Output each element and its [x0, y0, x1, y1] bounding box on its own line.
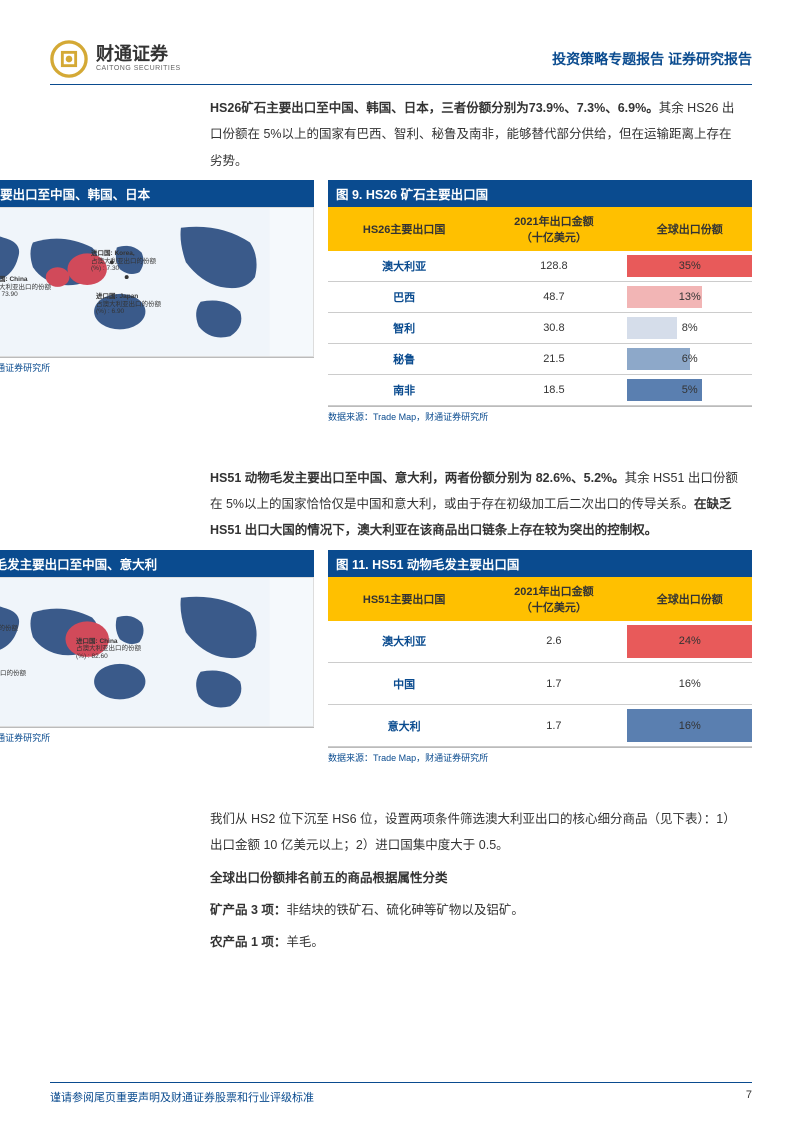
fig10: 图 10. HS51 动物毛发主要出口至中国、意大利 进口国: Italy占澳大… [0, 550, 314, 768]
value-cell: 48.7 [480, 281, 627, 312]
map-annotation: 进口国: China占澳大利亚出口的份额(%) : 82.60 [76, 638, 141, 661]
p1-bold: HS26矿石主要出口至中国、韩国、日本，三者份额分别为73.9%、7.3%、6.… [210, 101, 659, 115]
map-annotation: 进口国: China占澳大利亚出口的份额(%) : 73.90 [0, 276, 51, 299]
fig8-title: 图 8. HS26 矿石主要出口至中国、韩国、日本 [0, 180, 314, 207]
fig9: 图 9. HS26 矿石主要出口国 HS26主要出口国2021年出口金额（十亿美… [328, 180, 752, 426]
paragraph-1: HS26矿石主要出口至中国、韩国、日本，三者份额分别为73.9%、7.3%、6.… [210, 95, 742, 174]
value-cell: 128.8 [480, 251, 627, 282]
para6-bold: 农产品 1 项： [210, 935, 286, 949]
bottom-text: 我们从 HS2 位下沉至 HS6 位，设置两项条件筛选澳大利亚出口的核心细分商品… [210, 806, 742, 955]
map-annotation: 进口国: Korea,占澳大利亚出口的份额(%) : 7.30 [91, 250, 156, 273]
fig9-table: HS26主要出口国2021年出口金额（十亿美元）全球出口份额 澳大利亚128.8… [328, 207, 752, 406]
value-cell: 18.5 [480, 374, 627, 405]
figures-8-9: 图 8. HS26 矿石主要出口至中国、韩国、日本 进口国: Korea,占澳大… [0, 180, 752, 426]
fig11-title: 图 11. HS51 动物毛发主要出口国 [328, 550, 752, 577]
value-cell: 30.8 [480, 312, 627, 343]
country-cell: 秘鲁 [328, 343, 480, 374]
value-cell: 21.5 [480, 343, 627, 374]
p2-bold1: HS51 动物毛发主要出口至中国、意大利，两者份额分别为 82.6%、5.2%。 [210, 471, 625, 485]
share-cell: 16% [627, 705, 752, 747]
table-header: 2021年出口金额（十亿美元） [480, 207, 627, 251]
share-cell: 35% [627, 251, 752, 282]
table-header: HS51主要出口国 [328, 577, 480, 621]
report-type: 投资策略专题报告 证券研究报告 [552, 49, 752, 69]
table-row: 澳大利亚2.624% [328, 621, 752, 663]
country-cell: 巴西 [328, 281, 480, 312]
para5-rest: 非结块的铁矿石、硫化砷等矿物以及铝矿。 [286, 903, 524, 917]
value-cell: 2.6 [480, 621, 627, 663]
table-row: 澳大利亚128.835% [328, 251, 752, 282]
figures-10-11: 图 10. HS51 动物毛发主要出口至中国、意大利 进口国: Italy占澳大… [0, 550, 752, 768]
table-row: 中国1.716% [328, 663, 752, 705]
fig10-source: 数据来源：Trade Map，财通证券研究所 [0, 727, 314, 747]
table-header: 全球出口份额 [627, 207, 752, 251]
country-cell: 智利 [328, 312, 480, 343]
para4: 全球出口份额排名前五的商品根据属性分类 [210, 865, 742, 891]
value-cell: 1.7 [480, 663, 627, 705]
table-header: HS26主要出口国 [328, 207, 480, 251]
value-cell: 1.7 [480, 705, 627, 747]
share-cell: 8% [627, 312, 752, 343]
company-logo-icon [50, 40, 88, 78]
table-row: 智利30.88% [328, 312, 752, 343]
footer-disclaimer: 谨请参阅尾页重要声明及财通证券股票和行业评级标准 [50, 1089, 314, 1105]
table-row: 巴西48.713% [328, 281, 752, 312]
fig10-title: 图 10. HS51 动物毛发主要出口至中国、意大利 [0, 550, 314, 577]
map-annotation: 进口国: India占澳大利亚出口的份额(%) : 4.00 [0, 663, 26, 686]
fig11-table: HS51主要出口国2021年出口金额（十亿美元）全球出口份额 澳大利亚2.624… [328, 577, 752, 748]
fig11: 图 11. HS51 动物毛发主要出口国 HS51主要出口国2021年出口金额（… [328, 550, 752, 768]
fig8-source: 数据来源：Trade Map，财通证券研究所 [0, 357, 314, 377]
share-cell: 5% [627, 374, 752, 405]
table-header: 全球出口份额 [627, 577, 752, 621]
map-annotation: 进口国: Italy占澳大利亚出口的份额(%) : 5.20 [0, 618, 18, 641]
share-cell: 13% [627, 281, 752, 312]
table-row: 秘鲁21.56% [328, 343, 752, 374]
table-row: 南非18.55% [328, 374, 752, 405]
fig8: 图 8. HS26 矿石主要出口至中国、韩国、日本 进口国: Korea,占澳大… [0, 180, 314, 426]
fig9-title: 图 9. HS26 矿石主要出口国 [328, 180, 752, 207]
page-header: 财通证券 CAITONG SECURITIES 投资策略专题报告 证券研究报告 [50, 40, 752, 85]
logo-area: 财通证券 CAITONG SECURITIES [50, 40, 181, 78]
share-cell: 24% [627, 621, 752, 663]
fig11-source: 数据来源：Trade Map，财通证券研究所 [328, 747, 752, 767]
logo-cn: 财通证券 [96, 45, 181, 65]
logo-en: CAITONG SECURITIES [96, 65, 181, 73]
page-footer: 谨请参阅尾页重要声明及财通证券股票和行业评级标准 7 [50, 1082, 752, 1105]
country-cell: 澳大利亚 [328, 621, 480, 663]
share-cell: 6% [627, 343, 752, 374]
share-cell: 16% [627, 663, 752, 705]
table-header: 2021年出口金额（十亿美元） [480, 577, 627, 621]
country-cell: 意大利 [328, 705, 480, 747]
country-cell: 南非 [328, 374, 480, 405]
fig8-map: 进口国: Korea,占澳大利亚出口的份额(%) : 7.30 进口国: Chin… [0, 207, 314, 357]
logo-text: 财通证券 CAITONG SECURITIES [96, 45, 181, 72]
para5-bold: 矿产品 3 项： [210, 903, 286, 917]
country-cell: 中国 [328, 663, 480, 705]
paragraph-2: HS51 动物毛发主要出口至中国、意大利，两者份额分别为 82.6%、5.2%。… [210, 465, 742, 544]
country-cell: 澳大利亚 [328, 251, 480, 282]
map-annotation: 进口国: Japan占澳大利亚出口的份额(%) : 6.90 [96, 293, 161, 316]
fig10-map: 进口国: Italy占澳大利亚出口的份额(%) : 5.20 进口国: China… [0, 577, 314, 727]
page-number: 7 [746, 1089, 752, 1105]
table-row: 意大利1.716% [328, 705, 752, 747]
para6-rest: 羊毛。 [286, 935, 324, 949]
para3: 我们从 HS2 位下沉至 HS6 位，设置两项条件筛选澳大利亚出口的核心细分商品… [210, 806, 742, 859]
fig9-source: 数据来源：Trade Map，财通证券研究所 [328, 406, 752, 426]
